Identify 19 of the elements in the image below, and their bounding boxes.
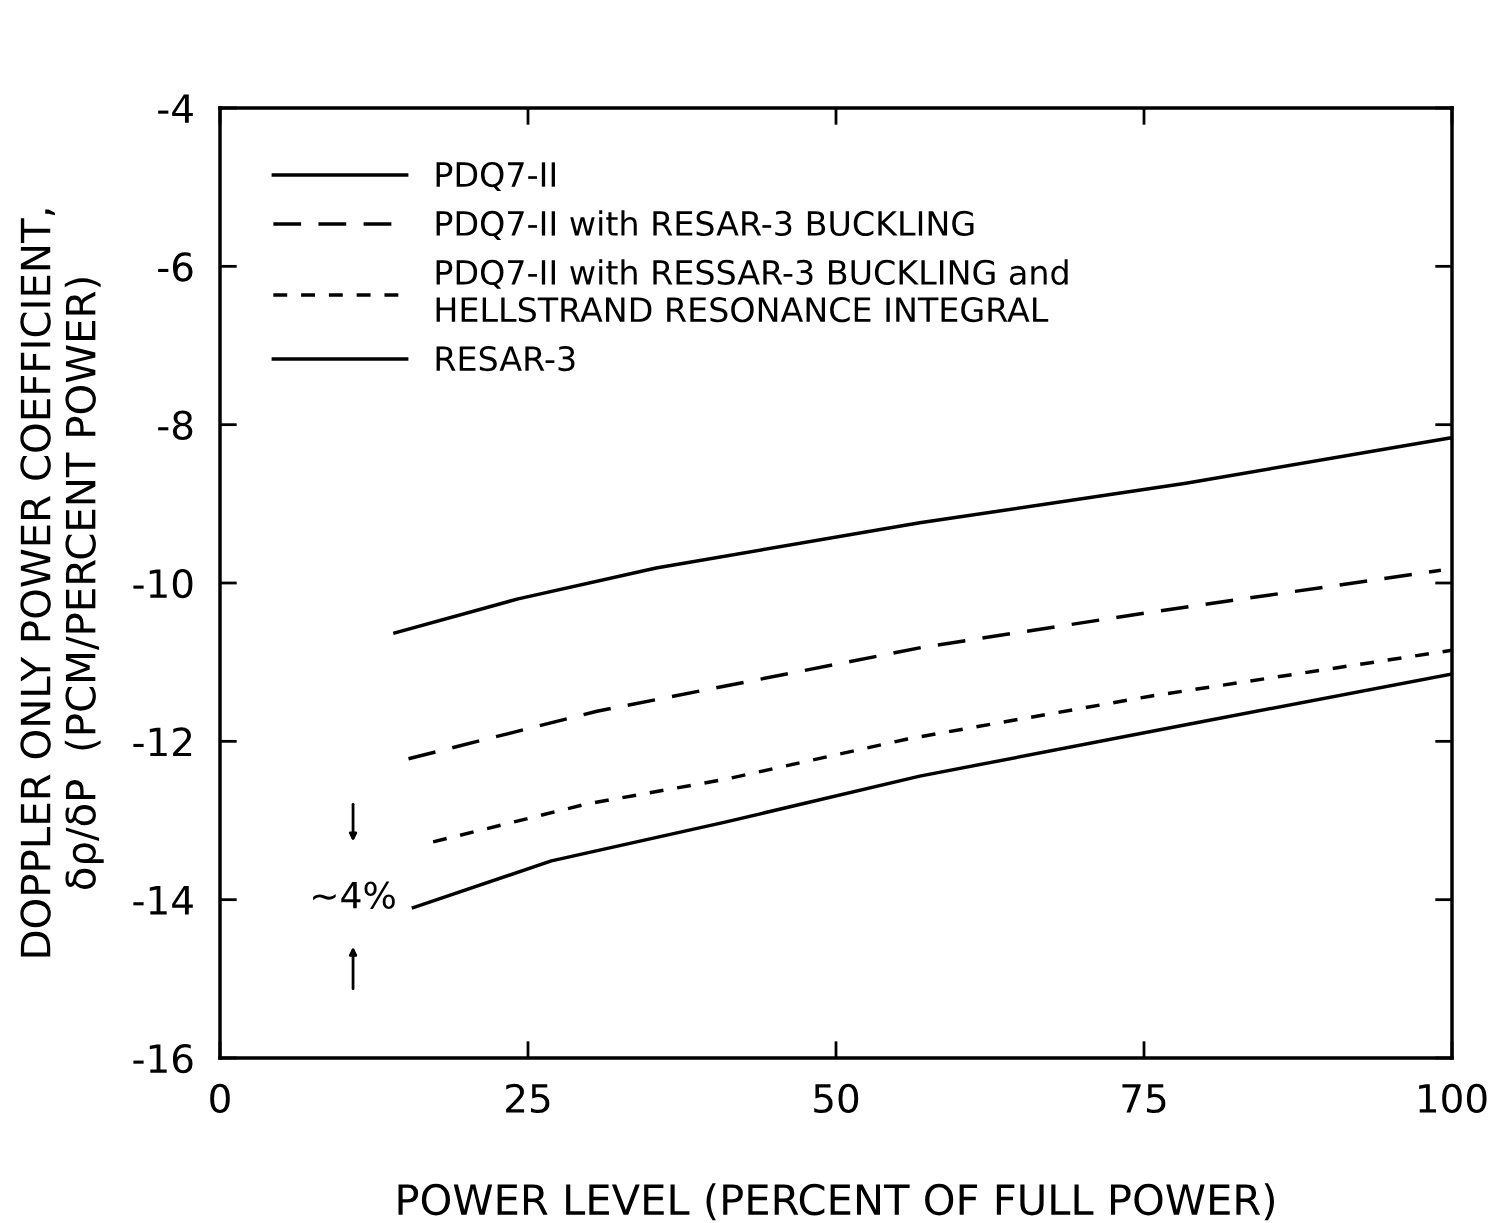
y-tick-label: -12 [133,727,192,757]
y-tick-label: -6 [158,252,193,282]
annotation: ~4% [313,881,395,909]
legend-label: PDQ7-II with RESSAR-3 BUCKLING and HELLSTRAND RESONANCE INTEGRAL [436,259,1068,323]
x-tick-label: 75 [1122,1084,1166,1114]
legend-label: RESAR-3 [436,346,575,372]
x-tick-label: 50 [814,1083,859,1114]
y-tick-label: -16 [133,1043,193,1074]
x-tick-label: 25 [506,1083,550,1114]
y-tick-label: -14 [133,886,193,915]
x-axis-title: POWER LEVEL (PERCENT OF FULL POWER) [398,1183,1274,1221]
y-tick-label: -4 [158,94,193,123]
x-tick-label: 0 [210,1083,230,1114]
y-tick-label: -10 [133,568,193,599]
x-tick-label: 100 [1419,1083,1487,1114]
y-tick-label: -8 [158,410,193,440]
legend-label: PDQ7-II with RESAR-3 BUCKLING [436,210,974,240]
y-axis-title: DOPPLER ONLY POWER COEFFICIENT, δρ/δP (PCM/PERCENT POWER) [20,209,104,957]
legend-label: PDQ7-II [436,161,555,191]
